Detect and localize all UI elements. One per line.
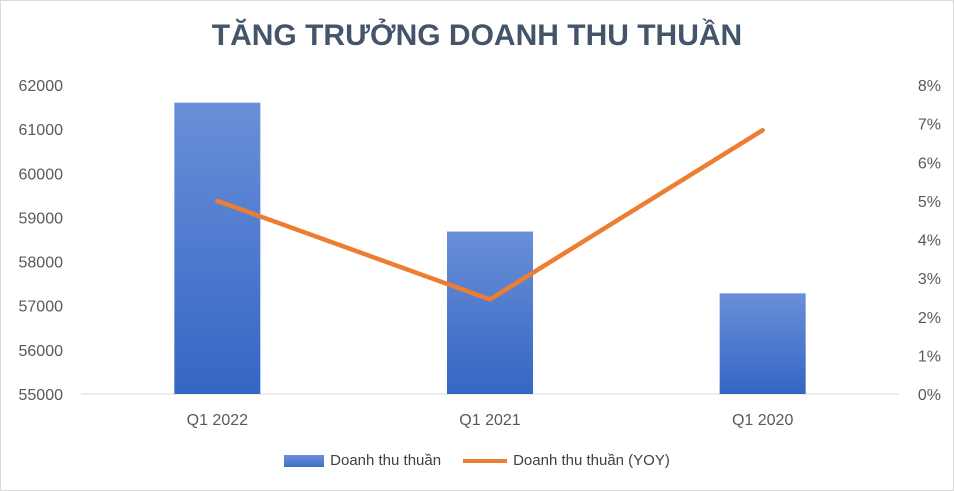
right-tick-label: 4% bbox=[918, 233, 941, 250]
bar-series bbox=[174, 102, 806, 395]
right-tick-label: 1% bbox=[918, 348, 941, 365]
legend-swatch-line bbox=[463, 458, 508, 463]
right-tick-label: 0% bbox=[918, 387, 941, 404]
left-tick-label: 57000 bbox=[19, 299, 64, 316]
left-tick-label: 62000 bbox=[19, 78, 64, 95]
left-tick-label: 55000 bbox=[19, 387, 64, 404]
category-label: Q1 2022 bbox=[187, 412, 248, 429]
right-tick-label: 5% bbox=[918, 194, 941, 211]
left-tick-label: 61000 bbox=[19, 122, 64, 139]
line-series bbox=[215, 127, 765, 302]
right-tick-label: 2% bbox=[918, 310, 941, 327]
legend-label-yoy: Doanh thu thuần (YOY) bbox=[513, 452, 670, 469]
left-axis-ticks: 55000 56000 57000 58000 59000 60000 61000 62000 bbox=[19, 78, 64, 404]
left-tick-label: 56000 bbox=[19, 343, 64, 360]
category-label: Q1 2020 bbox=[732, 412, 793, 429]
legend-swatch-bar bbox=[284, 454, 325, 467]
right-tick-label: 8% bbox=[918, 78, 941, 95]
bar bbox=[174, 102, 261, 395]
bar bbox=[719, 293, 806, 394]
legend-item-revenue: Doanh thu thuần bbox=[284, 452, 441, 469]
bar bbox=[447, 231, 533, 394]
legend: Doanh thu thuần Doanh thu thuần (YOY) bbox=[1, 452, 953, 469]
category-label: Q1 2021 bbox=[459, 412, 520, 429]
right-tick-label: 7% bbox=[918, 117, 941, 134]
yoy-line bbox=[215, 127, 765, 302]
right-tick-label: 6% bbox=[918, 155, 941, 172]
legend-item-yoy: Doanh thu thuần (YOY) bbox=[463, 452, 670, 469]
left-tick-label: 60000 bbox=[19, 166, 64, 183]
left-tick-label: 58000 bbox=[19, 255, 64, 272]
chart-title: TĂNG TRƯỞNG DOANH THU THUẦN bbox=[211, 19, 743, 52]
right-axis-ticks: 0% 1% 2% 3% 4% 5% 6% 7% 8% bbox=[918, 78, 941, 404]
legend-label-revenue: Doanh thu thuần bbox=[330, 452, 442, 469]
left-tick-label: 59000 bbox=[19, 210, 64, 227]
right-tick-label: 3% bbox=[918, 271, 941, 288]
category-labels: Q1 2022 Q1 2021 Q1 2020 bbox=[187, 412, 794, 429]
